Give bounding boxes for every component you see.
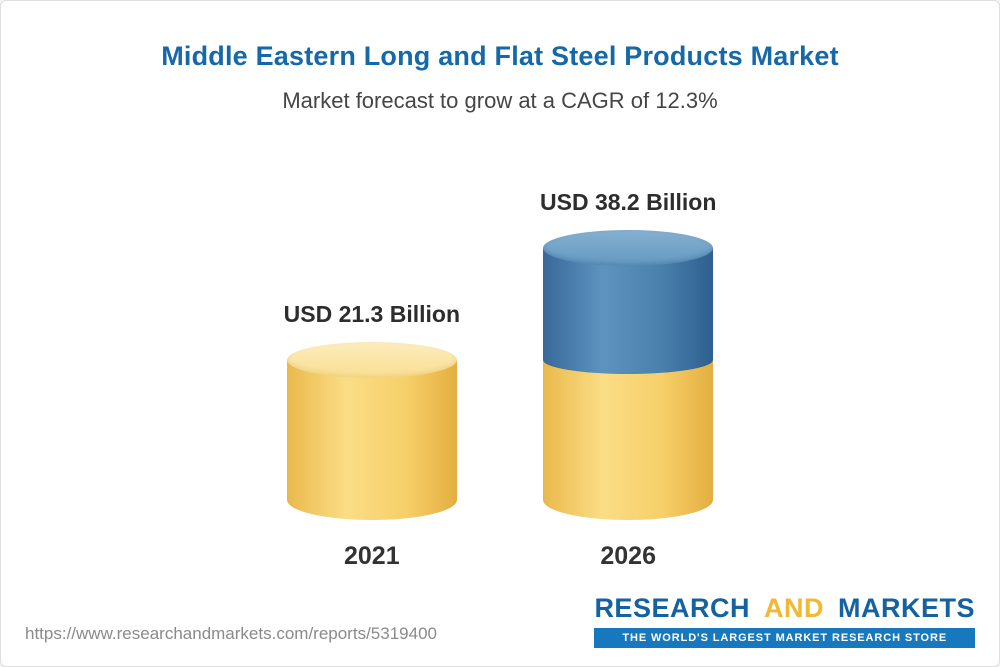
bar-column-2021: USD 21.3 Billion 2021 bbox=[284, 301, 460, 571]
value-label-2026: USD 38.2 Billion bbox=[540, 188, 717, 215]
logo-wordmark: RESEARCH AND MARKETS bbox=[594, 593, 975, 624]
footer: https://www.researchandmarkets.com/repor… bbox=[1, 593, 999, 666]
chart-header: Middle Eastern Long and Flat Steel Produ… bbox=[1, 1, 999, 114]
bar-column-2026: USD 38.2 Billion 2026 bbox=[540, 189, 716, 572]
bar-2026-growth-segment bbox=[543, 247, 714, 375]
bar-2026-top-cap bbox=[543, 229, 714, 266]
chart-subtitle: Market forecast to grow at a CAGR of 12.… bbox=[282, 88, 718, 113]
bar-2026 bbox=[543, 229, 714, 520]
bar-2021 bbox=[286, 342, 457, 520]
bar-2021-top-cap bbox=[286, 342, 457, 379]
logo-word-markets: MARKETS bbox=[838, 593, 975, 623]
chart-area: USD 21.3 Billion 2021 USD 38.2 Billion 2… bbox=[1, 119, 999, 571]
logo-word-and: AND bbox=[763, 593, 824, 623]
logo-word-research: RESEARCH bbox=[594, 593, 750, 623]
value-label-2021: USD 21.3 Billion bbox=[283, 301, 460, 328]
research-and-markets-logo: RESEARCH AND MARKETS THE WORLD'S LARGEST… bbox=[594, 593, 975, 648]
bar-2026-base-segment bbox=[543, 360, 714, 520]
bar-2021-segment bbox=[286, 360, 457, 520]
logo-tagline: THE WORLD'S LARGEST MARKET RESEARCH STOR… bbox=[594, 628, 975, 648]
year-label-2026: 2026 bbox=[600, 542, 656, 570]
chart-title: Middle Eastern Long and Flat Steel Produ… bbox=[161, 41, 839, 71]
year-label-2021: 2021 bbox=[344, 542, 400, 570]
report-url: https://www.researchandmarkets.com/repor… bbox=[25, 624, 437, 643]
